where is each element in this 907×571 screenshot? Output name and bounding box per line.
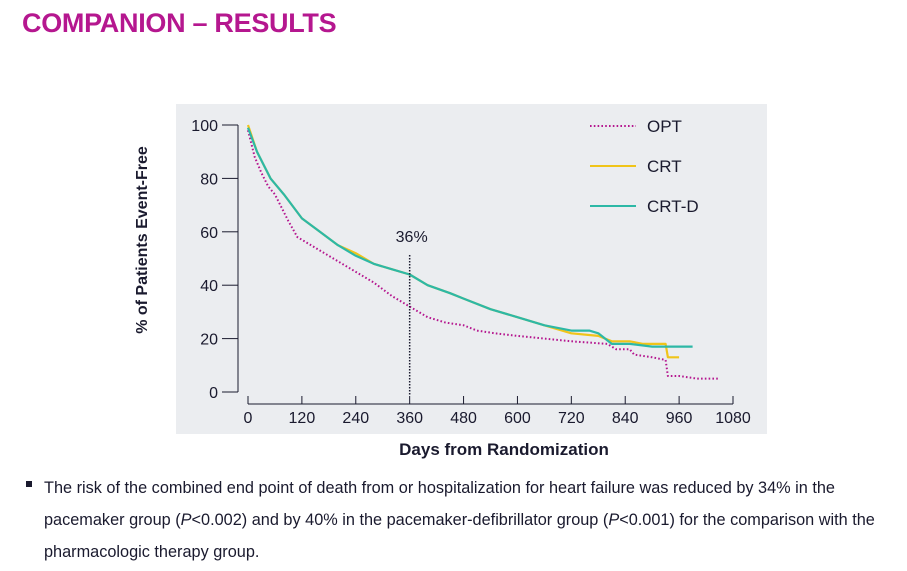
p-symbol-1: P	[180, 511, 192, 529]
x-tick-label: 0	[244, 410, 253, 427]
series-line-crt-d	[246, 127, 693, 348]
legend-label-crt: CRT	[647, 157, 682, 176]
x-tick-label: 240	[342, 410, 369, 427]
note-part-2: <0.002) and by 40% in the pacemaker-defi…	[191, 511, 609, 529]
p-symbol-2: P	[608, 511, 620, 529]
legend-label-opt: OPT	[647, 117, 682, 136]
x-tick-label: 480	[450, 410, 477, 427]
bullet-note: The risk of the combined end point of de…	[22, 472, 902, 568]
x-tick-label: 960	[666, 410, 693, 427]
plot-background	[176, 104, 767, 434]
x-tick-label: 720	[558, 410, 585, 427]
y-tick-label: 0	[209, 385, 218, 402]
note-part-1: The risk of the combined end point of de…	[44, 479, 835, 529]
series-line-opt	[247, 130, 720, 380]
y-tick-label: 100	[191, 118, 218, 135]
note-text: The risk of the combined end point of de…	[44, 472, 899, 568]
x-tick-label: 840	[612, 410, 639, 427]
y-tick-label: 40	[200, 278, 218, 295]
annotation-label: 36%	[396, 229, 428, 246]
y-tick-label: 80	[200, 171, 218, 188]
note-part-3: <0.001) for the comparison with the phar…	[44, 511, 875, 561]
legend-label-crt-d: CRT-D	[647, 197, 699, 216]
y-axis-title: % of Patients Event-Free	[134, 146, 151, 334]
page-title: COMPANION – RESULTS	[22, 8, 337, 38]
x-tick-label: 120	[289, 410, 316, 427]
x-tick-label: 360	[396, 410, 423, 427]
y-tick-label: 60	[200, 225, 218, 242]
x-tick-label: 600	[504, 410, 531, 427]
x-axis-title: Days from Randomization	[399, 440, 609, 459]
y-tick-label: 20	[200, 332, 218, 349]
x-tick-label: 1080	[715, 410, 751, 427]
bullet-marker	[26, 481, 32, 487]
